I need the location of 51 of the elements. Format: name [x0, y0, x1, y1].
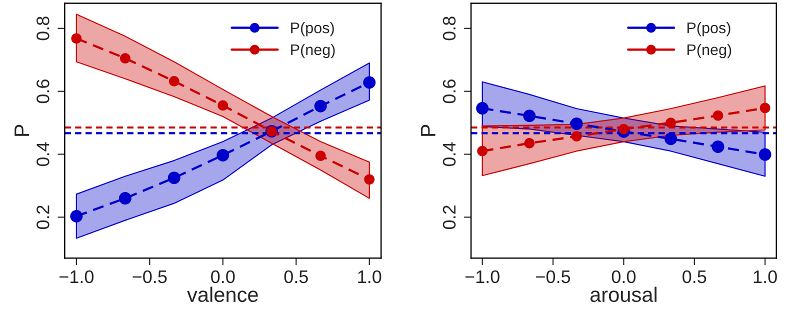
point [363, 76, 376, 89]
y-tick-label: 0.4 [36, 142, 50, 166]
point [712, 140, 724, 153]
point [71, 33, 82, 44]
point [618, 124, 629, 134]
point [70, 210, 83, 222]
x-tick-label: 0.0 [612, 270, 636, 284]
point [315, 150, 326, 162]
point [571, 131, 582, 142]
point [218, 100, 228, 111]
point [314, 100, 327, 112]
y-tick-label: 0.4 [442, 142, 456, 166]
y-axis-title: P [420, 124, 436, 136]
point [760, 102, 770, 114]
x-tick-label: −0.5 [536, 270, 570, 284]
point [570, 117, 583, 130]
point [758, 148, 772, 161]
y-tick-label: 0.2 [36, 206, 50, 230]
point [712, 110, 724, 121]
point [476, 102, 489, 115]
point [524, 138, 535, 148]
point [168, 76, 180, 86]
legend-label: P(pos) [687, 22, 730, 36]
x-tick-label: −1.0 [465, 270, 500, 284]
point [664, 132, 678, 146]
x-tick-label: −0.5 [132, 270, 167, 284]
point [118, 192, 132, 205]
point [168, 172, 180, 184]
point [666, 118, 676, 128]
y-tick-label: 0.8 [442, 16, 456, 40]
point [364, 174, 375, 185]
legend-label: P(neg) [687, 44, 732, 58]
point [120, 53, 130, 64]
x-tick-label: −1.0 [59, 270, 94, 284]
x-tick-label: 0.0 [211, 270, 235, 284]
x-tick-label: 0.5 [682, 270, 706, 284]
y-tick-label: 0.6 [442, 80, 456, 104]
legend-label: P(neg) [291, 44, 335, 58]
x-axis-title: valence [187, 286, 258, 302]
y-tick-label: 0.6 [36, 80, 50, 104]
y-tick-label: 0.8 [36, 16, 50, 40]
point [216, 148, 230, 162]
x-tick-label: 1.0 [358, 270, 382, 284]
point [523, 110, 536, 122]
x-tick-label: 1.0 [754, 270, 777, 284]
y-axis-title: P [14, 124, 29, 136]
legend-label: P(pos) [291, 22, 334, 36]
point [477, 146, 488, 156]
y-tick-label: 0.2 [442, 206, 456, 230]
x-tick-label: 0.5 [284, 270, 308, 284]
x-axis-title: arousal [590, 286, 656, 302]
